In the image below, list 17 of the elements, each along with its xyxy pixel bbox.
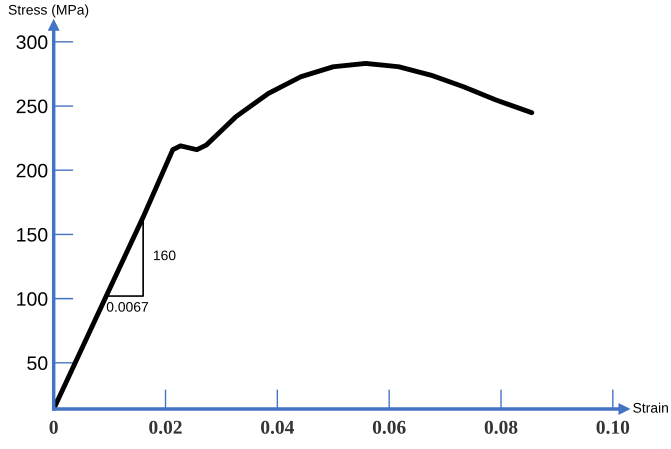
line-series xyxy=(54,60,534,410)
y-tick-label: 100 xyxy=(17,292,48,306)
y-tick-label: 50 xyxy=(27,356,48,370)
y-tick-label: 150 xyxy=(17,228,48,242)
x-tick-label: 0.10 xyxy=(596,420,630,434)
x-axis-title: Strain xyxy=(633,402,668,413)
x-tick-label: 0.08 xyxy=(484,420,518,434)
y-axis-title: Stress (MPa) xyxy=(8,4,88,18)
y-tick-label: 300 xyxy=(16,35,48,50)
annotation: 0.0067 xyxy=(106,302,148,312)
x-tick-label: 0.04 xyxy=(261,420,294,434)
annotation: 160 xyxy=(154,250,176,260)
x-tick-label: 0.02 xyxy=(149,420,182,434)
x-tick-label: 0.06 xyxy=(372,420,406,434)
y-tick-label: 250 xyxy=(16,100,48,114)
x-tick-label: 0 xyxy=(50,420,58,434)
y-tick-label: 200 xyxy=(16,164,48,178)
